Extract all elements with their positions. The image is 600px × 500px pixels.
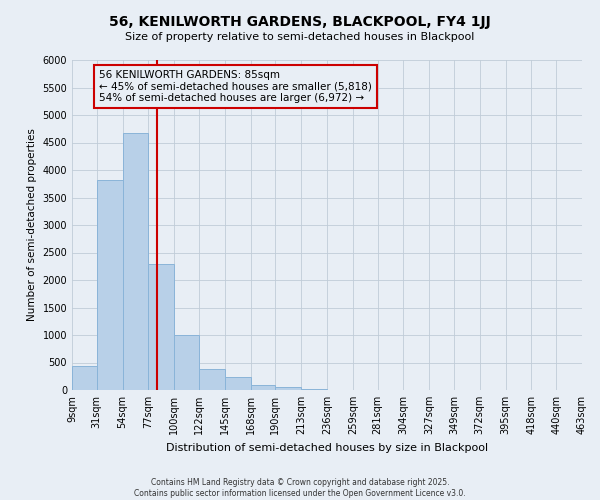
Bar (174, 335, 199, 390)
Bar (275, 386, 301, 390)
Text: Contains HM Land Registry data © Crown copyright and database right 2025.
Contai: Contains HM Land Registry data © Crown c… (134, 478, 466, 498)
Bar (199, 368, 225, 390)
Y-axis label: Number of semi-detached properties: Number of semi-detached properties (27, 128, 37, 322)
Text: Size of property relative to semi-detached houses in Blackpool: Size of property relative to semi-detach… (125, 32, 475, 42)
X-axis label: Distribution of semi-detached houses by size in Blackpool: Distribution of semi-detached houses by … (166, 442, 488, 452)
Bar (97, 180, 122, 390)
Bar (251, 384, 275, 390)
Text: 56 KENILWORTH GARDENS: 85sqm
← 45% of semi-detached houses are smaller (5,818)
5: 56 KENILWORTH GARDENS: 85sqm ← 45% of se… (99, 70, 372, 103)
Bar (225, 376, 251, 390)
Bar (122, 132, 148, 390)
Text: 56, KENILWORTH GARDENS, BLACKPOOL, FY4 1JJ: 56, KENILWORTH GARDENS, BLACKPOOL, FY4 1… (109, 15, 491, 29)
Bar (148, 264, 174, 390)
Bar (72, 366, 97, 390)
